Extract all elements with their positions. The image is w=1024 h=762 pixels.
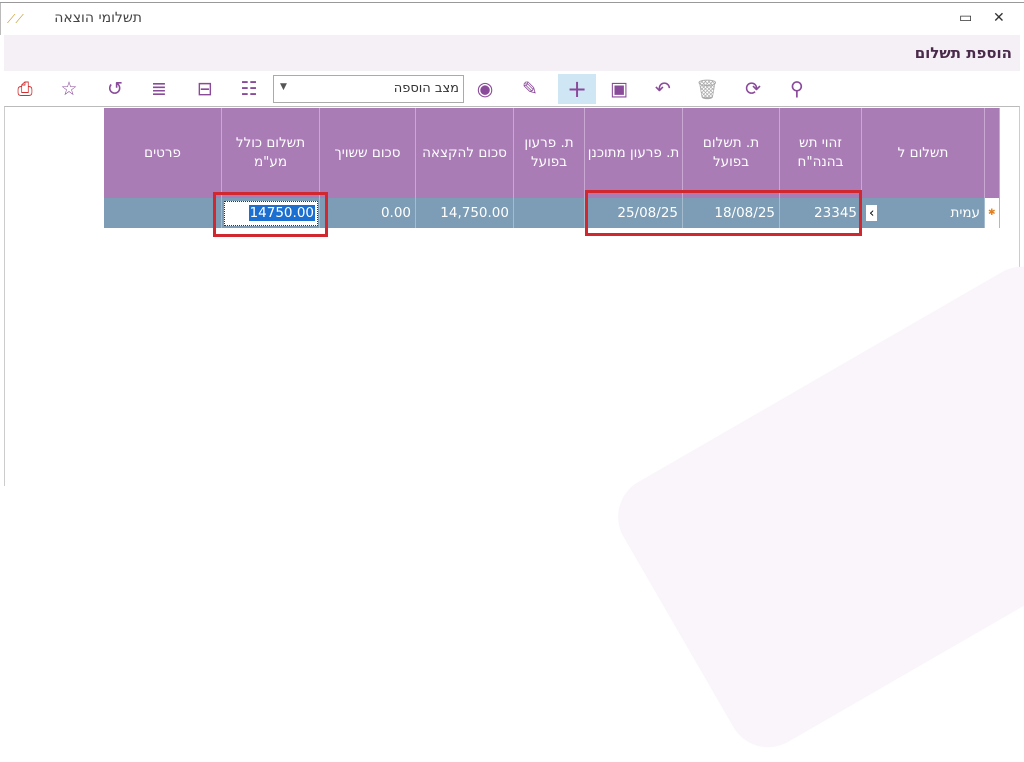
cell-assigned[interactable]: 0.00 [320,198,416,228]
app-logo-icon: ⟋⟋ [7,12,24,26]
pdf-icon[interactable]: ⎙ [17,78,33,100]
column-header-paid-date[interactable]: ת. תשלום בפועל [683,108,780,198]
highlight-dates [585,190,862,236]
column-header-id[interactable]: זהוי תש בהנה"ח [780,108,862,198]
column-header-actual-date[interactable]: ת. פרעון בפועל [514,108,585,198]
section-header: הוספת תשלום [4,35,1020,71]
search-icon[interactable]: ⚲ [790,78,804,100]
save-icon[interactable]: ▣ [610,78,628,100]
cell-allocate[interactable]: 14,750.00 [416,198,514,228]
cell-actual-date[interactable] [514,198,585,228]
title-bar: ⟋⟋ תשלומי הוצאה ▭ ✕ [0,3,1024,35]
chevron-icon[interactable]: › [866,205,878,221]
section-title: הוספת תשלום [914,44,1012,62]
total-edit-value: 14750.00 [248,205,315,221]
data-grid [4,106,1024,762]
checklist-icon[interactable]: ☷ [240,78,258,100]
cell-planned-date[interactable]: 25/08/25 [585,198,683,228]
view-icon[interactable]: ◉ [476,78,494,100]
star-icon[interactable]: ☆ [60,78,78,100]
delete-icon[interactable]: 🗑 [694,78,720,101]
total-edit-input[interactable]: 14750.00 [224,201,318,226]
column-header-payee[interactable]: תשלום ל [862,108,985,198]
row-indicator-header [985,108,1000,198]
cell-payee-text: עמית [950,205,980,221]
cell-details[interactable] [104,198,222,228]
chevron-down-icon: ▼ [280,82,287,92]
background-watermark [603,252,1024,762]
column-header-total[interactable]: תשלום כולל מע"מ [222,108,320,198]
cell-payee[interactable]: עמית › [862,198,985,228]
top-border [0,0,1024,3]
column-header-planned-date[interactable]: ת. פרעון מתוכנן [585,108,683,198]
mode-select[interactable]: ▼ מצב הוספה [273,75,464,103]
maximize-icon[interactable]: ▭ [959,10,973,26]
columns-icon[interactable]: ⊟ [197,78,213,100]
refresh-icon[interactable]: ⟳ [745,78,761,100]
window-title: תשלומי הוצאה [54,10,142,26]
add-icon[interactable]: + [558,74,596,104]
mode-select-value: מצב הוספה [393,81,459,96]
column-header-assigned[interactable]: סכום ששויך [320,108,416,198]
undo-icon[interactable]: ↶ [655,78,671,100]
align-icon[interactable]: ≣ [151,78,167,100]
column-header-allocate[interactable]: סכום להקצאה [416,108,514,198]
cell-paid-date[interactable]: 18/08/25 [683,198,780,228]
new-row-indicator-icon: ✱ [985,198,1000,228]
favorite-back-icon[interactable]: ↺ [107,78,123,100]
toolbar: ⎙ ☆ ↺ ≣ ⊟ ☷ ▼ מצב הוספה ◉ ✎ + ▣ ↶ 🗑 ⟳ ⚲ [0,72,1024,106]
edit-icon[interactable]: ✎ [522,78,538,100]
highlight-total [213,192,328,237]
cell-id[interactable]: 23345 [780,198,862,228]
column-header-details[interactable]: פרטים [104,108,222,198]
close-icon[interactable]: ✕ [993,10,1005,26]
